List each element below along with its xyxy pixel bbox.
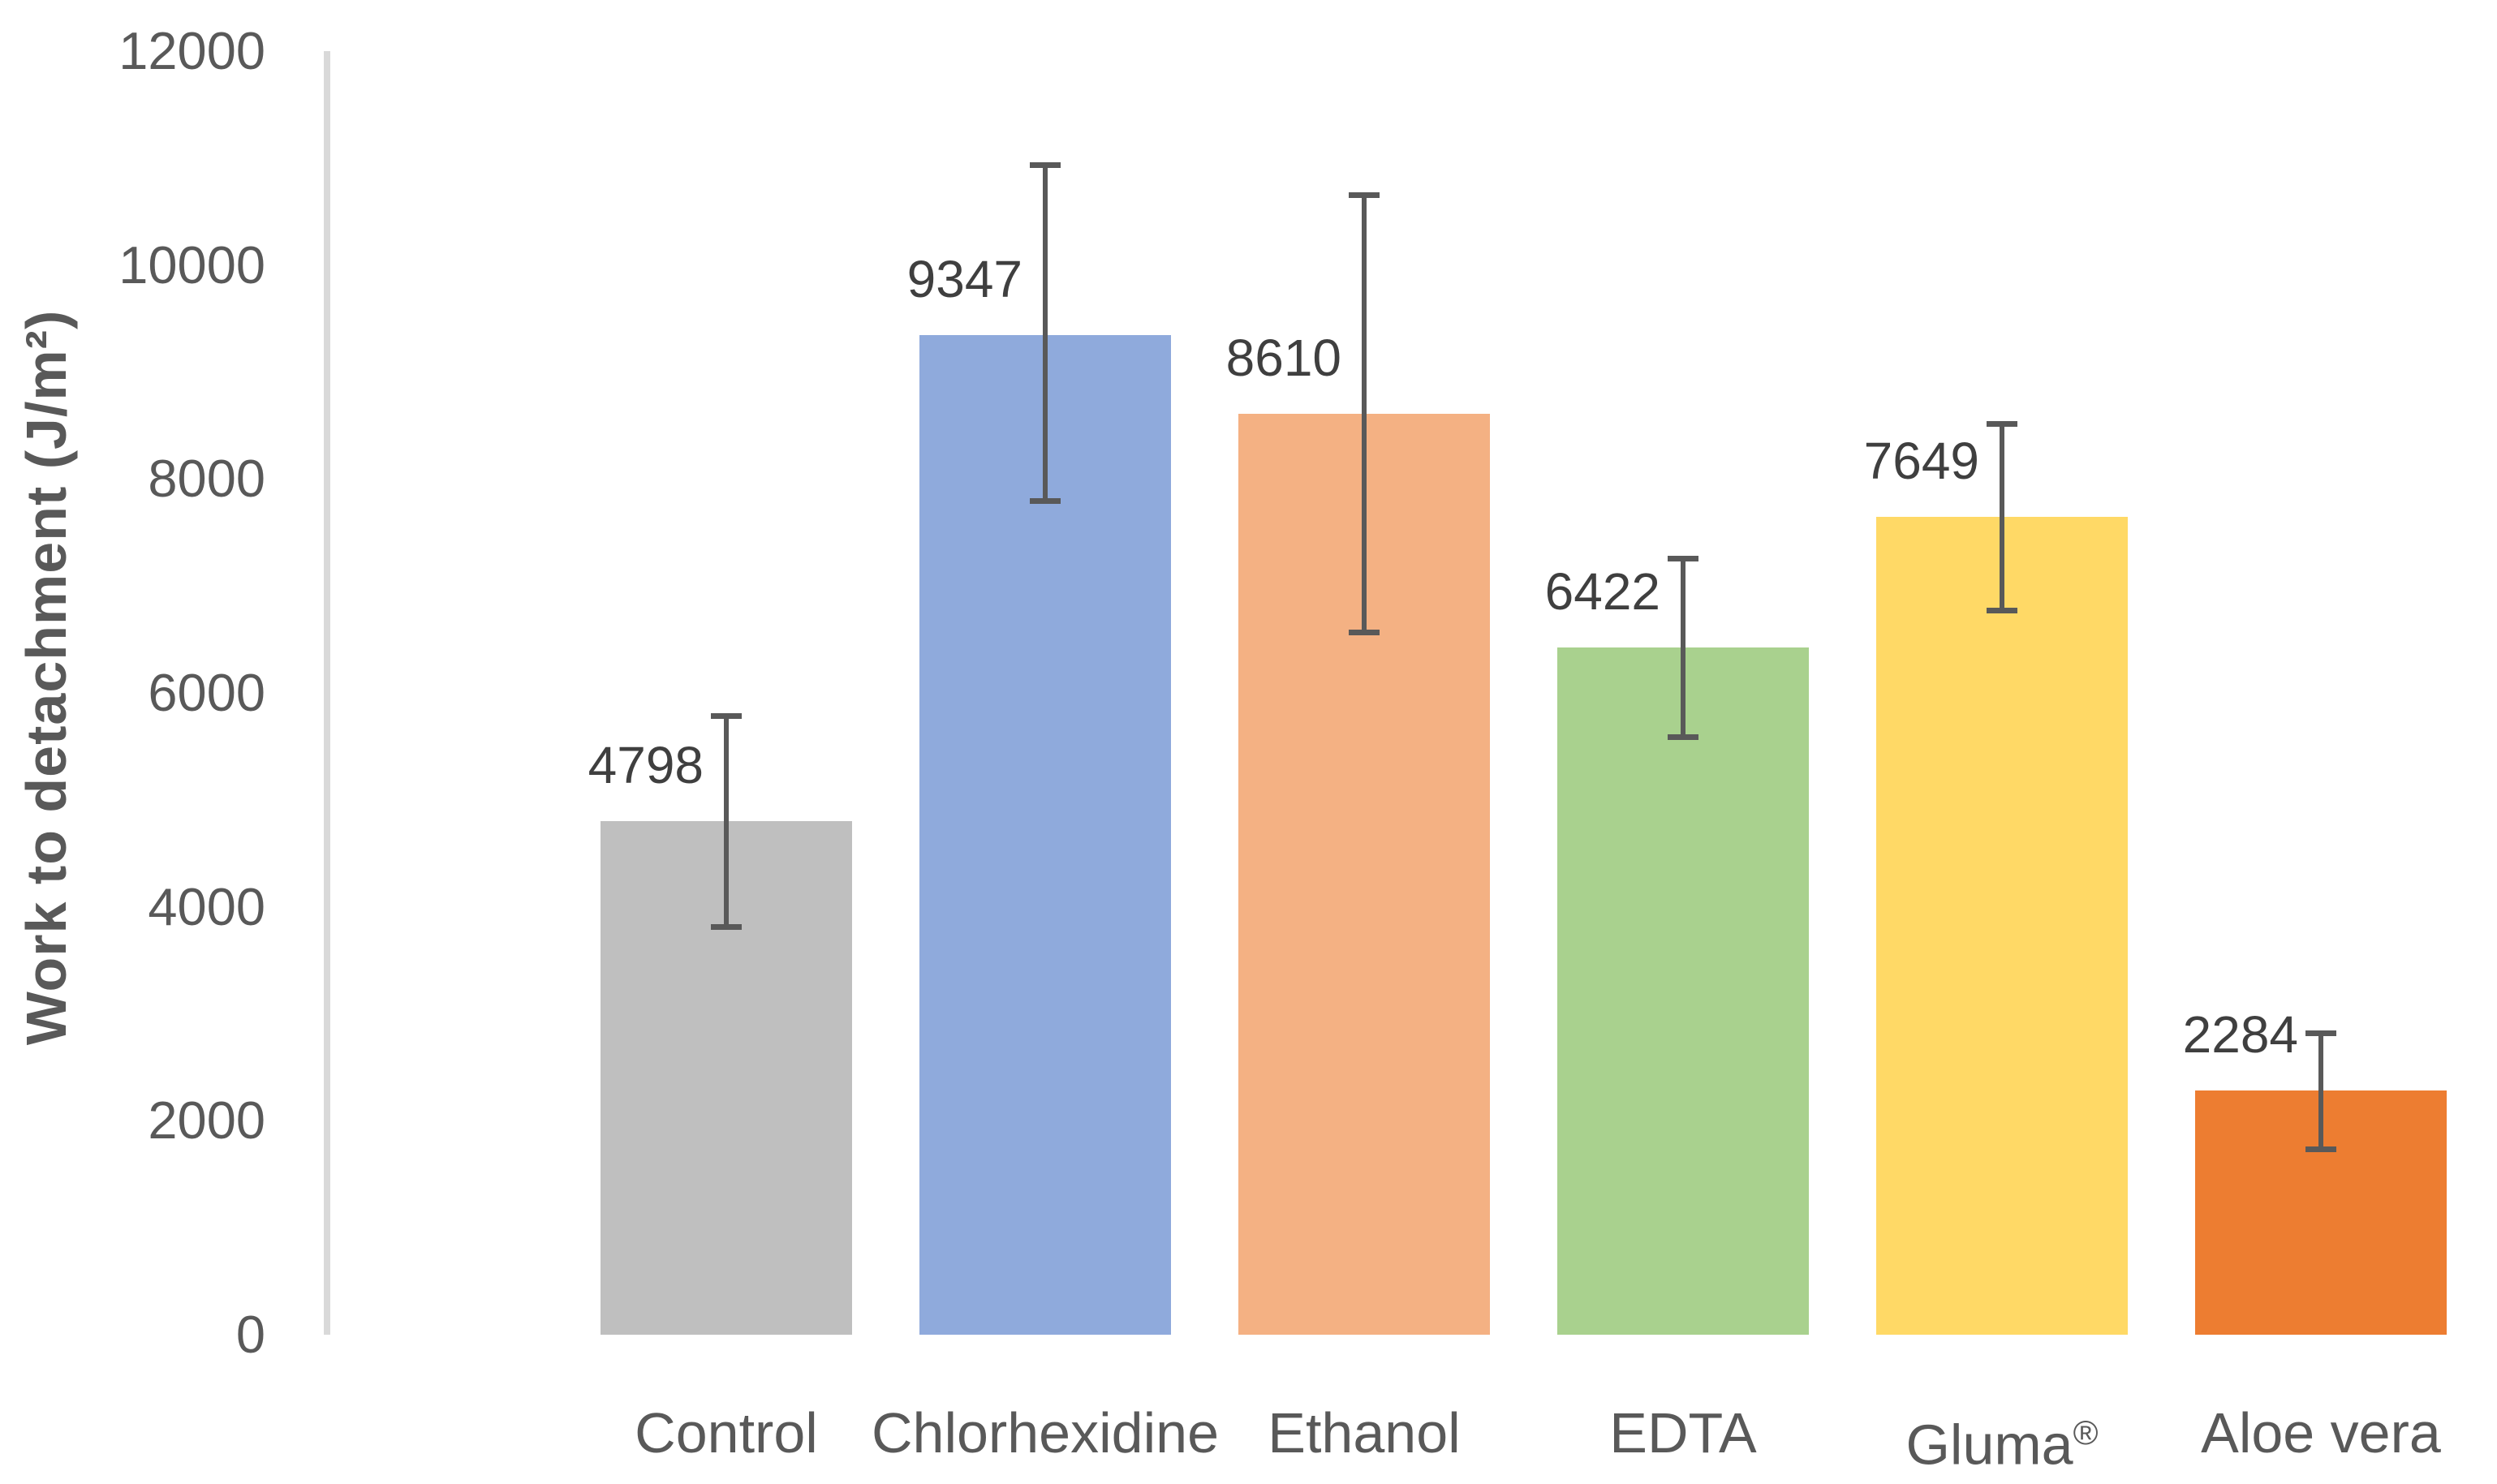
x-category-label-edta: EDTA xyxy=(1609,1401,1757,1465)
y-tick-label-6000: 6000 xyxy=(148,663,265,722)
error-bar xyxy=(1043,164,1048,501)
data-label: 9347 xyxy=(906,249,1022,308)
error-bar xyxy=(724,716,729,927)
error-bar xyxy=(2000,423,2004,611)
y-tick-label-0: 0 xyxy=(235,1305,265,1364)
error-bar-cap xyxy=(711,713,742,720)
error-bar-cap xyxy=(1030,497,1061,504)
error-bar-cap xyxy=(1987,608,2017,614)
y-tick-label-2000: 2000 xyxy=(148,1090,265,1151)
data-label: 7649 xyxy=(1863,431,1979,490)
y-axis-line xyxy=(324,51,330,1335)
y-tick-label-8000: 8000 xyxy=(148,449,265,509)
data-label: 4798 xyxy=(588,736,704,795)
x-category-label-gluma: Gluma® xyxy=(1905,1413,2099,1477)
error-bar-cap xyxy=(1349,629,1380,635)
x-category-label-control: Control xyxy=(635,1401,818,1465)
data-label: 8610 xyxy=(1225,328,1341,387)
error-bar-cap xyxy=(1349,191,1380,198)
error-bar-cap xyxy=(1030,161,1061,168)
error-bar-cap xyxy=(2305,1030,2336,1037)
y-tick-label-4000: 4000 xyxy=(148,876,265,936)
y-tick-label-12000: 12000 xyxy=(118,21,265,80)
registered-trademark-symbol: ® xyxy=(2073,1413,2099,1452)
error-bar-cap xyxy=(711,924,742,931)
error-bar-cap xyxy=(1668,555,1698,561)
data-label: 6422 xyxy=(1544,562,1660,622)
data-label: 2284 xyxy=(2182,1004,2298,1064)
y-tick-label-10000: 10000 xyxy=(118,234,265,295)
error-bar-cap xyxy=(1668,734,1698,741)
x-category-label-aloe-vera: Aloe vera xyxy=(2201,1401,2441,1465)
bar-gluma xyxy=(1876,516,2128,1335)
x-category-label-chlorhexidine: Chlorhexidine xyxy=(871,1401,1220,1465)
error-bar-cap xyxy=(2305,1146,2336,1152)
error-bar xyxy=(1681,557,1685,738)
error-bar-cap xyxy=(1987,420,2017,427)
error-bar xyxy=(1362,194,1367,632)
x-category-label-ethanol: Ethanol xyxy=(1268,1401,1461,1465)
bar-edta xyxy=(1557,647,1809,1335)
error-bar xyxy=(2318,1033,2323,1149)
